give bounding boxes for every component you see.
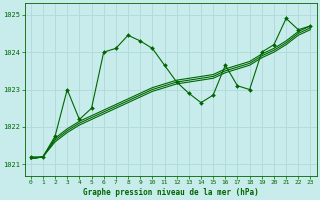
X-axis label: Graphe pression niveau de la mer (hPa): Graphe pression niveau de la mer (hPa) [83, 188, 259, 197]
